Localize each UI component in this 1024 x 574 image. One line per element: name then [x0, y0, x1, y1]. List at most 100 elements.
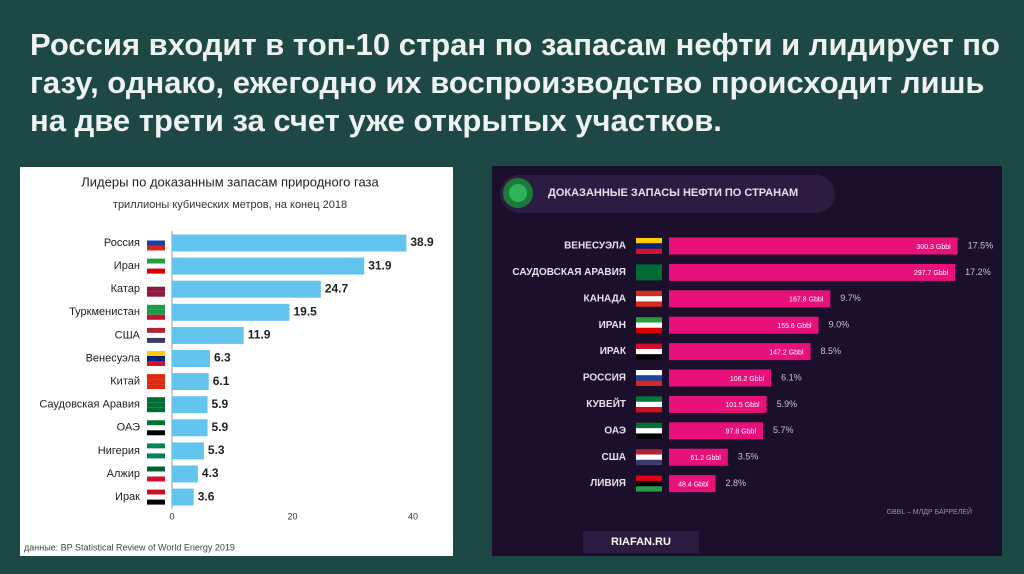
flag [147, 263, 165, 269]
bar [669, 290, 831, 308]
value-label: 5.3 [208, 443, 225, 457]
category-label: США [602, 452, 627, 463]
oil-footer: RIAFAN.RU [611, 536, 671, 548]
flag [147, 374, 165, 380]
value-label: 6.3 [214, 351, 231, 365]
flag [147, 425, 165, 431]
value-label: 97.8 Gbbl [726, 429, 757, 436]
category-label: Иран [114, 260, 140, 272]
flag [147, 361, 165, 366]
share-label: 5.9% [777, 399, 798, 409]
bar [172, 234, 407, 252]
flag [147, 314, 165, 320]
value-label: 38.9 [410, 235, 434, 249]
flag [636, 238, 662, 244]
category-label: ИРАК [600, 346, 627, 357]
bar [172, 396, 208, 414]
flag [147, 443, 165, 449]
flag [636, 290, 662, 297]
value-label: 6.1 [213, 374, 230, 388]
category-label: Катар [111, 283, 140, 295]
flag [636, 354, 662, 360]
flag [636, 375, 662, 381]
flag [147, 489, 165, 495]
flag [636, 248, 662, 254]
value-label: 19.5 [293, 304, 317, 318]
category-label: КАНАДА [584, 293, 627, 304]
value-label: 5.9 [212, 397, 229, 411]
gas-title: Лидеры по доказанным запасам природного … [81, 174, 379, 189]
bar [172, 257, 365, 275]
x-tick-label: 20 [287, 511, 297, 521]
flag [147, 476, 165, 482]
flag [636, 296, 662, 302]
category-label: США [115, 329, 141, 341]
share-label: 17.2% [965, 267, 991, 277]
flag [147, 332, 165, 338]
bar [172, 326, 244, 344]
flag [636, 264, 662, 270]
value-label: 48.4 Gbbl [678, 481, 709, 488]
category-label: ОАЭ [604, 425, 626, 436]
flag [636, 454, 662, 460]
flag [147, 286, 165, 292]
flag [636, 449, 662, 455]
value-label: 297.7 Gbbl [914, 270, 949, 277]
category-label: ВЕНЕСУЭЛА [564, 241, 626, 252]
flag [636, 433, 662, 439]
bar [172, 280, 321, 298]
category-label: Китай [110, 376, 140, 388]
value-label: 147.2 Gbbl [769, 349, 804, 356]
bar [669, 448, 728, 466]
oil-title: ДОКАЗАННЫЕ ЗАПАСЫ НЕФТИ ПО СТРАНАМ [548, 187, 798, 199]
value-label: 101.5 Gbbl [725, 402, 760, 409]
flag [147, 291, 165, 297]
x-tick-label: 40 [408, 511, 418, 521]
flag [636, 317, 662, 323]
flag [147, 235, 165, 241]
flag [636, 343, 662, 349]
category-label: Саудовская Аравия [39, 399, 140, 411]
flag [147, 245, 165, 251]
bar [172, 350, 210, 367]
bar [669, 316, 819, 334]
flag [636, 327, 662, 334]
category-label: Венесуэла [86, 352, 141, 364]
flag [636, 380, 662, 386]
flag [147, 499, 165, 505]
flag [147, 379, 165, 385]
flag [636, 480, 662, 487]
category-label: РОССИЯ [583, 373, 626, 384]
flag [147, 466, 165, 472]
flag [636, 370, 662, 376]
value-label: 24.7 [325, 281, 349, 295]
x-tick-label: 0 [169, 511, 174, 521]
flag [147, 453, 165, 459]
value-label: 3.6 [198, 489, 215, 503]
flag [147, 471, 165, 477]
bar [172, 419, 208, 437]
flag [636, 301, 662, 307]
flag [147, 327, 165, 333]
flag [636, 407, 662, 413]
share-label: 17.5% [968, 240, 994, 250]
category-label: Алжир [107, 468, 140, 480]
gas-subtitle: триллионы кубических метров, на конец 20… [113, 199, 347, 211]
flag [636, 275, 662, 281]
bar [172, 488, 194, 506]
flag [636, 243, 662, 249]
slide-title: Россия входит в топ-10 стран по запасам … [30, 27, 1000, 138]
flag [147, 384, 165, 390]
bar [669, 369, 772, 387]
flag [147, 402, 165, 408]
flag [147, 309, 165, 315]
value-label: 155.6 Gbbl [777, 323, 812, 330]
category-label: Ирак [115, 491, 140, 503]
share-label: 2.8% [726, 478, 747, 488]
category-label: Нигерия [98, 445, 140, 457]
flag [147, 258, 165, 264]
flag [147, 430, 165, 436]
flag [636, 322, 662, 328]
